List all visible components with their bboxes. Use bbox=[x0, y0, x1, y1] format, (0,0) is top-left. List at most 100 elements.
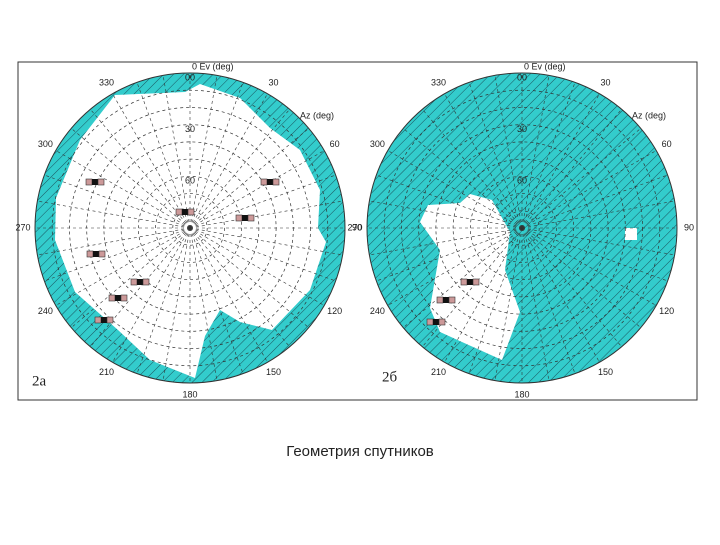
azimuth-label: 270 bbox=[15, 222, 30, 232]
satellite-panel bbox=[448, 296, 456, 304]
azimuth-line bbox=[189, 227, 336, 282]
azimuth-line bbox=[376, 174, 523, 229]
azimuth-line bbox=[189, 82, 244, 229]
azimuth-line bbox=[403, 128, 523, 229]
azimuth-label: 330 bbox=[431, 78, 446, 88]
azimuth-line bbox=[387, 227, 523, 306]
azimuth-line bbox=[494, 227, 523, 381]
azimuth-line bbox=[71, 128, 191, 229]
elevation-ring bbox=[51, 89, 329, 367]
satellite-panel bbox=[438, 318, 446, 326]
visible-sky bbox=[55, 84, 326, 378]
panel-label: 2а bbox=[32, 373, 47, 389]
elevation-axis-title: 0 Ev (deg) bbox=[192, 61, 234, 71]
azimuth-line bbox=[136, 227, 191, 374]
azimuth-line bbox=[55, 227, 191, 306]
azimuth-label: 30 bbox=[268, 78, 278, 88]
azimuth-line bbox=[189, 128, 309, 229]
azimuth-line bbox=[422, 109, 523, 229]
panel-label: 2б bbox=[382, 369, 398, 385]
satellite-body bbox=[182, 209, 188, 215]
azimuth-line bbox=[44, 174, 191, 229]
satellite-panel bbox=[108, 294, 116, 302]
azimuth-line bbox=[136, 82, 191, 229]
satellite-body bbox=[267, 179, 273, 185]
azimuth-label: 150 bbox=[266, 367, 281, 377]
azimuth-line bbox=[468, 82, 523, 229]
elevation-ring bbox=[366, 72, 678, 384]
elevation-axis-title: 0 Ev (deg) bbox=[524, 61, 566, 71]
satellite-body bbox=[101, 317, 107, 323]
azimuth-label: 210 bbox=[431, 367, 446, 377]
azimuth-label: 60 bbox=[330, 139, 340, 149]
azimuth-line bbox=[521, 109, 622, 229]
satellite-panel bbox=[436, 296, 444, 304]
azimuth-label: 180 bbox=[182, 389, 197, 399]
caption: Геометрия спутников bbox=[286, 443, 434, 460]
azimuth-line bbox=[369, 200, 523, 229]
azimuth-line bbox=[521, 227, 600, 363]
azimuth-label: 180 bbox=[514, 389, 529, 399]
azimuth-line bbox=[468, 227, 523, 374]
satellite-body bbox=[443, 297, 449, 303]
elevation-label: 30 bbox=[185, 124, 195, 134]
azimuth-line bbox=[521, 150, 657, 229]
elevation-ring bbox=[34, 72, 346, 384]
azimuth-label: 120 bbox=[659, 306, 674, 316]
elevation-label: 60 bbox=[185, 176, 195, 186]
elevation-label: 00 bbox=[517, 72, 527, 82]
satellite-panel bbox=[472, 278, 480, 286]
azimuth-line bbox=[44, 227, 191, 282]
satellite-panel bbox=[86, 250, 94, 258]
elevation-ring bbox=[469, 175, 575, 281]
azimuth-line bbox=[444, 227, 523, 363]
elevation-ring bbox=[504, 210, 540, 246]
satellite-panel bbox=[106, 316, 114, 324]
azimuth-line bbox=[189, 227, 268, 363]
azimuth-line bbox=[376, 227, 523, 282]
azimuth-line bbox=[189, 174, 336, 229]
satellite-panel bbox=[247, 214, 255, 222]
figure-frame bbox=[17, 61, 698, 401]
azimuth-label: 60 bbox=[662, 139, 672, 149]
satellite-panel bbox=[98, 250, 106, 258]
azimuth-line bbox=[521, 227, 641, 328]
elevation-ring bbox=[383, 89, 661, 367]
azimuth-line bbox=[521, 227, 576, 374]
azimuth-axis-title: Az (deg) bbox=[300, 110, 334, 120]
azimuth-label: 240 bbox=[38, 306, 53, 316]
satellite-panel bbox=[272, 178, 280, 186]
azimuth-line bbox=[403, 227, 523, 328]
satellite-panel bbox=[460, 278, 468, 286]
azimuth-line bbox=[189, 227, 343, 256]
elevation-ring bbox=[487, 193, 557, 263]
azimuth-line bbox=[189, 227, 218, 381]
azimuth-line bbox=[189, 227, 290, 347]
azimuth-line bbox=[112, 93, 191, 229]
satellite-panel bbox=[235, 214, 243, 222]
elevation-label: 60 bbox=[517, 176, 527, 186]
azimuth-label: 210 bbox=[99, 367, 114, 377]
elevation-ring bbox=[155, 193, 225, 263]
azimuth-line bbox=[37, 227, 191, 256]
satellite-panel bbox=[426, 318, 434, 326]
azimuth-label: 300 bbox=[38, 139, 53, 149]
azimuth-line bbox=[521, 227, 668, 282]
satellite-panel bbox=[97, 178, 105, 186]
azimuth-line bbox=[369, 227, 523, 256]
azimuth-line bbox=[521, 93, 600, 229]
visible-sky bbox=[625, 228, 637, 240]
azimuth-line bbox=[90, 227, 191, 347]
satellite-panel bbox=[175, 208, 183, 216]
azimuth-line bbox=[444, 93, 523, 229]
satellite-body bbox=[433, 319, 439, 325]
azimuth-line bbox=[521, 227, 657, 306]
azimuth-line bbox=[189, 227, 244, 374]
azimuth-line bbox=[521, 75, 550, 229]
satellite-panel bbox=[85, 178, 93, 186]
azimuth-label: 270 bbox=[347, 222, 362, 232]
satellite-panel bbox=[260, 178, 268, 186]
satellite-panel bbox=[120, 294, 128, 302]
